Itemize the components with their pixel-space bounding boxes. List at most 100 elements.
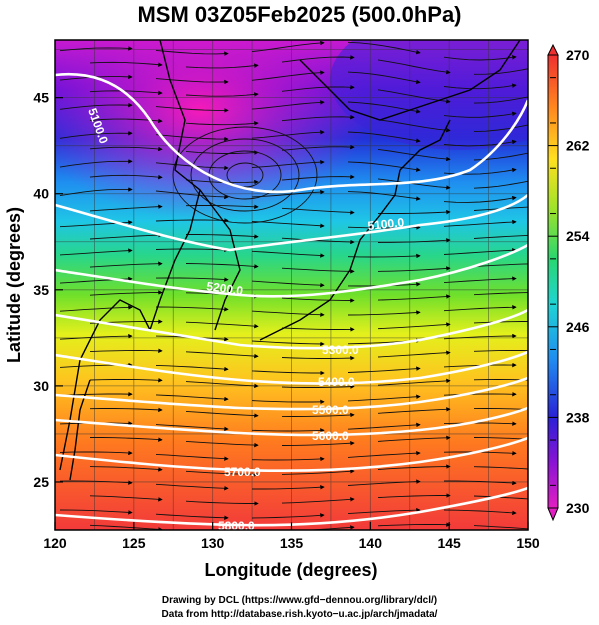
streamline <box>377 378 451 386</box>
streamline <box>89 377 163 383</box>
streamline <box>59 305 133 312</box>
wind-streamlines <box>59 40 528 530</box>
streamline <box>473 292 528 296</box>
streamline <box>251 100 325 110</box>
streamline <box>251 40 325 53</box>
streamline <box>443 333 517 340</box>
coastline-hokkaido <box>399 119 451 171</box>
contour-5200 <box>55 243 528 298</box>
streamline <box>252 484 325 490</box>
streamline <box>155 394 229 402</box>
coastline-taiwan <box>69 379 91 481</box>
streamline <box>185 92 259 97</box>
y-axis-label: Latitude (degrees) <box>4 207 24 363</box>
streamline <box>155 424 229 432</box>
contour-label: 5600.0 <box>312 429 349 443</box>
x-tick-label: 120 <box>43 535 67 551</box>
coastline-asia-mainland <box>59 40 201 471</box>
contour-5100-north <box>55 72 528 194</box>
streamline <box>251 280 325 288</box>
streamline <box>89 348 163 354</box>
x-tick-label: 150 <box>516 535 540 551</box>
contour-label: 5100.0 <box>367 215 405 233</box>
colorbar-max-arrow <box>547 43 559 56</box>
streamline <box>59 46 133 52</box>
plot-area: 5100.0 5100.0 5200.0 5300.0 5400.0 5500.… <box>55 40 528 533</box>
streamline <box>185 381 259 389</box>
coastline-japan-honshu <box>259 169 401 341</box>
credits-line-2: Data from http://database.rish.kyoto−u.a… <box>161 609 438 620</box>
streamline <box>59 509 133 515</box>
streamline <box>59 248 133 256</box>
streamline <box>155 364 229 372</box>
streamline <box>281 469 355 475</box>
streamline <box>443 111 517 118</box>
streamline <box>443 139 517 147</box>
streamline <box>185 321 259 329</box>
streamline <box>251 70 325 81</box>
streamline <box>347 507 421 515</box>
contour-5300 <box>55 308 528 350</box>
streamline <box>347 41 421 55</box>
streamline <box>347 161 421 172</box>
streamline <box>89 146 163 152</box>
credits: Drawing by DCL (https://www.gfd−dennou.o… <box>0 594 599 622</box>
x-tick-label: 125 <box>122 535 146 551</box>
streamline <box>473 124 528 133</box>
streamline <box>251 513 325 519</box>
streamline <box>89 90 163 96</box>
streamline <box>444 480 517 486</box>
streamline <box>443 509 517 516</box>
streamline <box>443 55 517 61</box>
streamline <box>473 408 528 410</box>
streamline <box>377 238 451 243</box>
x-tick-label: 140 <box>359 535 383 551</box>
streamline <box>251 130 325 139</box>
streamline <box>251 310 325 317</box>
streamline <box>89 174 163 180</box>
low-swirl <box>226 162 264 188</box>
contour-label: 5800.0 <box>218 519 255 533</box>
streamline <box>89 466 163 472</box>
streamline <box>377 59 451 75</box>
streamline <box>377 209 451 215</box>
streamline <box>281 384 355 389</box>
streamline <box>251 340 325 347</box>
streamline <box>59 450 133 456</box>
streamline <box>59 333 133 340</box>
streamline <box>281 355 355 361</box>
x-tick-label: 145 <box>437 535 461 551</box>
streamline <box>347 450 421 458</box>
streamline <box>443 276 517 284</box>
streamline <box>473 525 528 530</box>
streamline <box>347 310 421 316</box>
streamline <box>281 237 355 245</box>
streamline <box>251 399 325 405</box>
streamline <box>347 191 421 201</box>
x-tick-label: 130 <box>201 535 225 551</box>
streamline <box>347 422 421 430</box>
streamline <box>377 464 451 470</box>
streamline <box>90 437 163 442</box>
streamline <box>377 148 451 162</box>
streamline <box>473 321 528 324</box>
streamline <box>155 106 229 113</box>
streamline <box>155 306 229 312</box>
streamline <box>251 428 325 433</box>
streamline <box>281 412 355 418</box>
streamline <box>281 440 355 446</box>
streamline <box>473 495 528 500</box>
streamline <box>89 407 163 413</box>
streamline <box>281 207 355 215</box>
streamline <box>473 350 528 352</box>
y-tick-label: 45 <box>33 90 49 106</box>
streamline <box>473 466 528 470</box>
coastline-russia <box>299 40 521 121</box>
streamline <box>89 232 163 240</box>
colorbar: 230 238 246 254 262 270 <box>547 43 590 522</box>
colorbar-tick-label: 238 <box>566 409 590 425</box>
streamline <box>443 248 517 255</box>
streamline <box>473 68 528 75</box>
contour-5800 <box>55 486 528 527</box>
colorbar-min-arrow <box>547 507 559 522</box>
